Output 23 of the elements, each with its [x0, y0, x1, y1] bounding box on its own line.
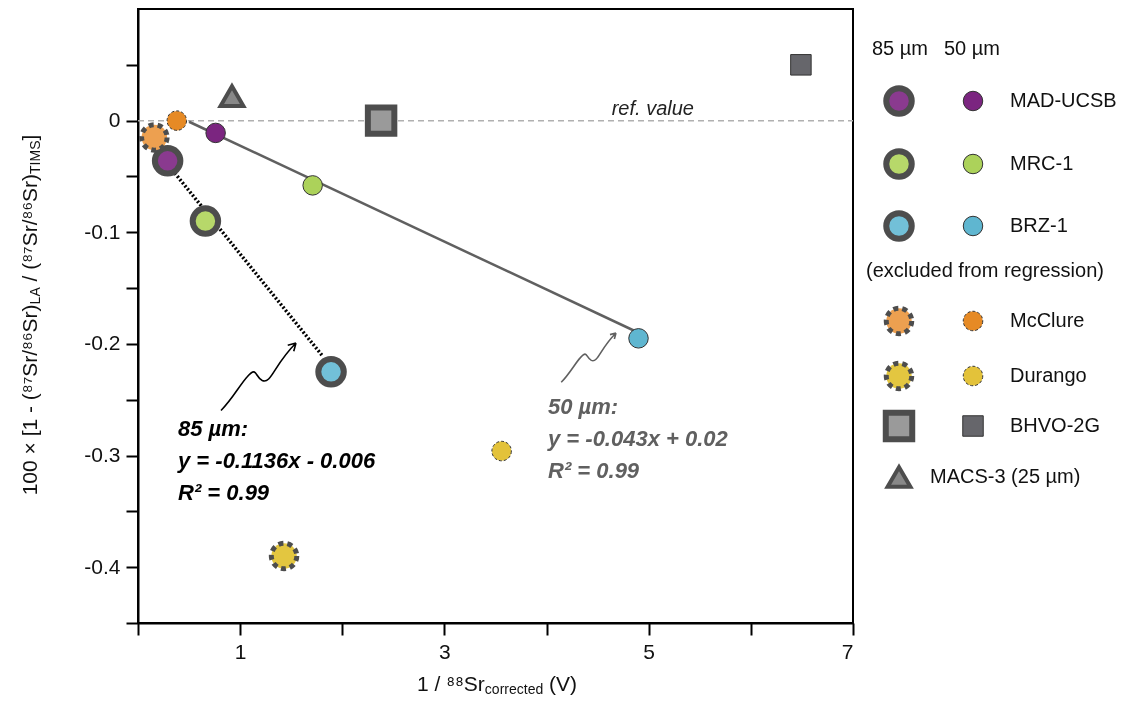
x-tick-label: 5 — [643, 639, 656, 663]
annotation: 85 µm: y = -0.1136x - 0.006 R² = 0.99 — [177, 416, 376, 505]
y-tick-label: 0 — [108, 108, 121, 132]
legend-label: McClure — [1010, 309, 1085, 331]
annotation: 50 µm: y = -0.043x + 0.02 R² = 0.99 — [547, 394, 729, 483]
ref-line-label: ref. value — [611, 96, 694, 119]
legend-label: MAD-UCSB — [1010, 89, 1117, 111]
legend-label: BHVO-2G — [1010, 414, 1101, 436]
text: 85 µm — [872, 37, 928, 59]
legend-label: MACS-3 (25 µm) — [930, 465, 1081, 487]
y-tick-label: -0.3 — [84, 443, 121, 467]
x-tick-label: 7 — [841, 639, 854, 663]
x-tick-label: 1 — [234, 639, 247, 663]
x-axis-title: 1 / ⁸⁸Sr$_{corrected}$ (V) — [416, 672, 578, 697]
legend-label: BRZ-1 — [1010, 214, 1068, 236]
legend-label: Durango — [1010, 364, 1087, 386]
text: (excluded from regression) — [866, 259, 1104, 281]
y-tick-label: -0.4 — [84, 554, 121, 578]
y-tick-label: -0.1 — [84, 219, 121, 243]
text: 50 µm — [944, 37, 1000, 59]
x-tick-label: 3 — [439, 639, 451, 663]
y-tick-label: -0.2 — [84, 331, 121, 355]
legend-label: MRC-1 — [1010, 152, 1074, 174]
